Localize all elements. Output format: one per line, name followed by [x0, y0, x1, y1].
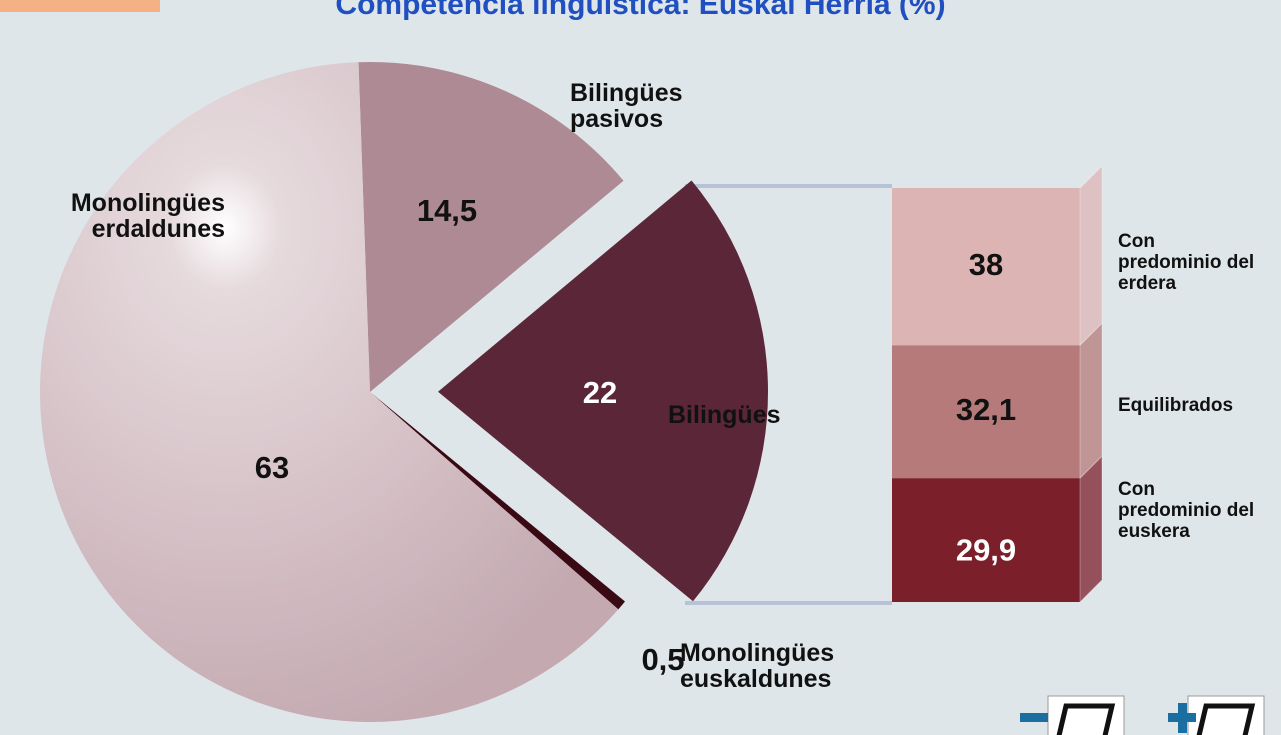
- corner-tab: [0, 0, 160, 12]
- value-label: 22: [583, 375, 617, 410]
- value-label: 14,5: [417, 193, 477, 228]
- pie-slice: [437, 180, 768, 602]
- value-label: 0,5: [641, 642, 684, 677]
- category-label: Con predominio del erdera: [1118, 231, 1255, 294]
- pie-slice: [358, 62, 624, 392]
- value-label: 63: [255, 450, 289, 485]
- pie-slice: [370, 392, 626, 610]
- category-label: Monolingües erdaldunes: [70, 189, 225, 244]
- category-label: Bilingües pasivos: [570, 79, 683, 134]
- value-label: 38: [969, 247, 1003, 282]
- zoom-out[interactable]: [1020, 695, 1125, 735]
- bar-segment: [892, 188, 1080, 346]
- bar-segment: [892, 478, 1080, 602]
- value-label: 32,1: [956, 392, 1016, 427]
- category-label: Monolingües euskaldunes: [680, 639, 835, 694]
- category-label: Bilingües: [668, 401, 781, 429]
- chart-title: Competencia lingüística: Euskal Herria (…: [335, 0, 946, 21]
- zoom-in[interactable]: [1168, 695, 1265, 735]
- value-label: 29,9: [956, 532, 1016, 567]
- category-label: Equilibrados: [1118, 395, 1234, 416]
- bar-segment: [892, 345, 1080, 479]
- bar-segment-side: [1079, 322, 1103, 480]
- category-label: Con predominio del euskera: [1118, 479, 1255, 542]
- pie-slice: [39, 62, 619, 723]
- bar-segment-side: [1079, 455, 1103, 604]
- bar-segment-side: [1079, 164, 1103, 347]
